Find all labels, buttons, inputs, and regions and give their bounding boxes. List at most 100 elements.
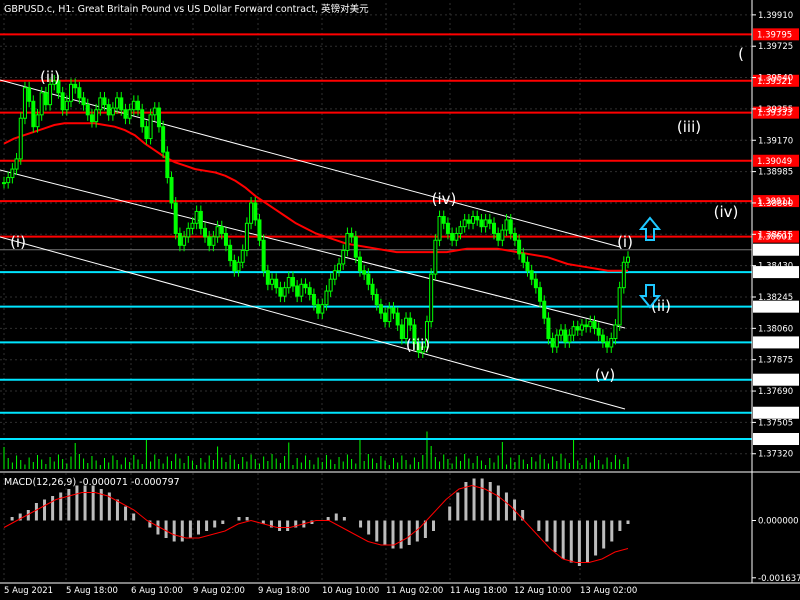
time-tick-label: 9 Aug 02:00 <box>193 586 245 596</box>
candle-body <box>546 317 551 340</box>
wave-label: ( <box>738 45 744 63</box>
candle-body <box>508 219 513 234</box>
price-tick-label: 1.37505 <box>758 418 793 428</box>
candle-body <box>609 338 614 348</box>
wave-label: (ii) <box>651 297 671 315</box>
candle-body <box>194 210 199 224</box>
candle-body <box>332 270 337 280</box>
candle-body <box>198 210 203 229</box>
candle-body <box>236 261 241 272</box>
candle-body <box>458 226 463 234</box>
candle-body <box>491 222 496 234</box>
direction-arrows <box>638 216 662 309</box>
candle-body <box>35 114 40 128</box>
moving-average <box>3 122 628 272</box>
candle-body <box>349 232 354 238</box>
candle-body <box>144 126 149 140</box>
candle-body <box>437 216 442 241</box>
candle-body <box>412 324 417 345</box>
candle-body <box>56 80 61 94</box>
level-tag-label: 1.37562 <box>757 409 792 419</box>
candle-body <box>203 227 208 238</box>
candle-body <box>454 232 459 241</box>
level-tag <box>753 406 799 419</box>
candle-body <box>483 219 488 228</box>
candle-body <box>588 321 593 328</box>
candle-body <box>64 100 69 111</box>
level-tag-label: 1.37977 <box>757 338 792 348</box>
macd-panel <box>3 478 630 566</box>
candle-body <box>190 222 195 229</box>
current-price-label: 1.38524 <box>757 246 792 256</box>
candle-body <box>278 287 283 297</box>
candle-body <box>89 114 94 123</box>
candle-body <box>240 249 245 263</box>
candle-body <box>525 261 530 272</box>
candle-body <box>529 270 534 280</box>
candle-body <box>249 202 254 224</box>
candle-body <box>152 107 157 116</box>
candle-body <box>18 117 23 160</box>
candle-body <box>617 287 622 326</box>
channel-line <box>0 236 626 410</box>
candle-body <box>232 260 237 272</box>
moving-average-line <box>3 122 628 272</box>
candle-body <box>14 158 19 170</box>
candle-body <box>173 202 178 234</box>
candle-body <box>69 83 74 102</box>
wave-label: (iii) <box>677 118 701 136</box>
candle-body <box>445 222 450 234</box>
macd-indicator-label: MACD(12,26,9) -0.000071 -0.000797 <box>4 477 180 488</box>
price-tick-label: 1.38615 <box>758 230 793 240</box>
time-tick-label: 10 Aug 10:00 <box>322 586 379 596</box>
macd-tick-label: -0.001637 <box>758 574 800 584</box>
candle-body <box>274 278 279 289</box>
level-tag <box>753 154 799 167</box>
candle-body <box>475 216 480 221</box>
candle-body <box>115 97 120 109</box>
candle-body <box>538 287 543 302</box>
wave-label: (v) <box>595 366 616 384</box>
candle-body <box>517 239 522 255</box>
level-tag <box>753 266 799 279</box>
candle-body <box>299 283 304 297</box>
candle-body <box>257 219 262 241</box>
candle-body <box>378 304 383 314</box>
level-tag <box>753 106 799 119</box>
level-tag <box>753 74 799 87</box>
level-tag-label: 1.38188 <box>757 303 792 313</box>
candle-body <box>48 83 53 106</box>
candle-body <box>500 229 505 241</box>
down-arrow-icon <box>638 284 662 309</box>
price-tick-label: 1.37320 <box>758 450 793 460</box>
level-tag <box>753 336 799 349</box>
wave-label: (iv) <box>432 190 457 208</box>
candle-body <box>290 277 295 287</box>
level-tag <box>753 373 799 386</box>
candle-body <box>161 126 166 153</box>
candle-body <box>466 219 471 224</box>
candle-body <box>558 329 563 336</box>
candle-body <box>186 227 191 238</box>
candle-body <box>441 216 446 224</box>
level-tag-label: 1.37407 <box>757 435 792 445</box>
level-tag-label: 1.39795 <box>757 30 792 40</box>
candle-body <box>362 270 367 275</box>
candle-body <box>387 307 392 323</box>
candle-body <box>211 236 216 246</box>
candle-body <box>579 324 584 331</box>
candle-body <box>77 87 82 99</box>
candle-body <box>391 307 396 314</box>
candle-body <box>337 263 342 272</box>
candle-body <box>85 104 90 116</box>
price-tick-label: 1.39725 <box>758 42 793 52</box>
candle-body <box>416 343 421 353</box>
candle-body <box>22 87 27 119</box>
candle-body <box>592 321 597 329</box>
candle-body <box>2 182 6 185</box>
time-tick-label: 6 Aug 10:00 <box>131 586 183 596</box>
level-tag <box>753 433 799 446</box>
candle-body <box>584 324 589 328</box>
